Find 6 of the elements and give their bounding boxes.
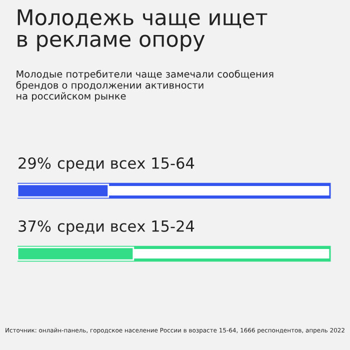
data-label: 29% [18, 157, 51, 169]
y-tick-label: среди всех 15-64 [58, 157, 194, 172]
data-label: 37% [18, 220, 51, 232]
chart-title: Молодежь чаще ищет в рекламе опору [18, 9, 268, 52]
chart-subtitle: Молодые потребители чаще замечали сообщения брендов о продолжении активности на российском рынке [16, 70, 274, 102]
y-tick-label: среди всех 15-24 [58, 220, 194, 235]
